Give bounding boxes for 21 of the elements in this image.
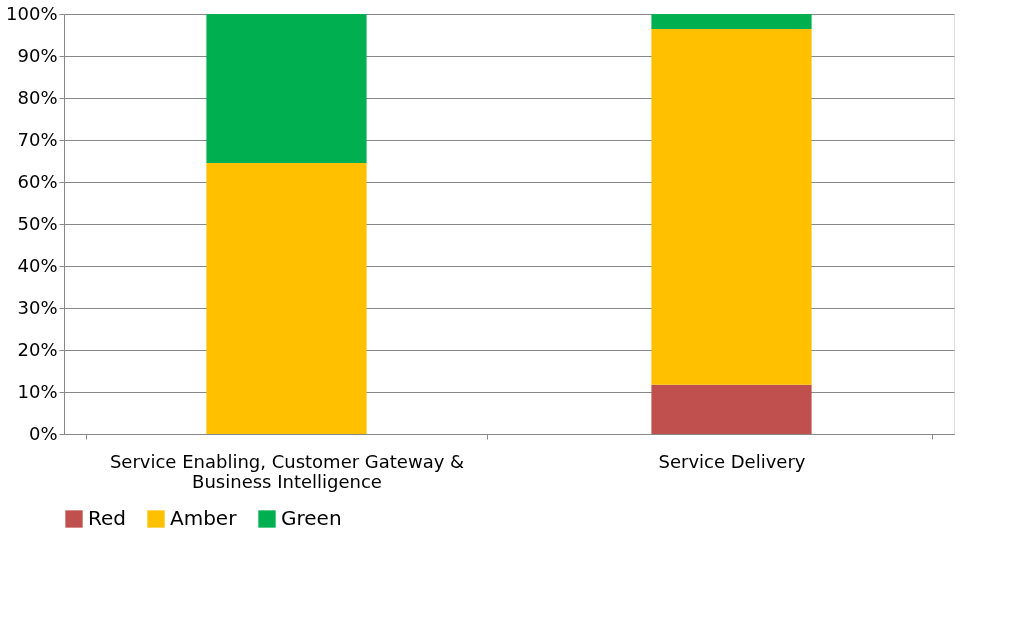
y-tick-label: 100% — [6, 2, 58, 24]
bar — [206, 14, 367, 164]
y-tick-label: 50% — [17, 212, 58, 234]
x-tick-label: Service Enabling, Customer Gateway & Business Intelligence — [109, 450, 465, 492]
y-tick-label: 0% — [28, 422, 58, 444]
y-tick-label: 80% — [17, 86, 58, 108]
y-tick-label: 30% — [17, 296, 58, 318]
y-tick-label: 70% — [17, 128, 58, 150]
y-tick-label: 10% — [17, 380, 58, 402]
x-tick-label: Service Delivery — [658, 450, 806, 472]
legend-label: Red — [88, 506, 126, 530]
bar — [206, 163, 367, 434]
y-tick-label: 60% — [17, 170, 58, 192]
y-tick-label: 40% — [17, 254, 58, 276]
bar — [651, 14, 812, 30]
bar — [651, 384, 812, 434]
legend-label: Amber — [170, 506, 238, 530]
y-tick-label: 20% — [17, 338, 58, 360]
y-tick-label: 90% — [17, 44, 58, 66]
legend-label: Green — [281, 506, 342, 530]
bar — [651, 29, 812, 385]
